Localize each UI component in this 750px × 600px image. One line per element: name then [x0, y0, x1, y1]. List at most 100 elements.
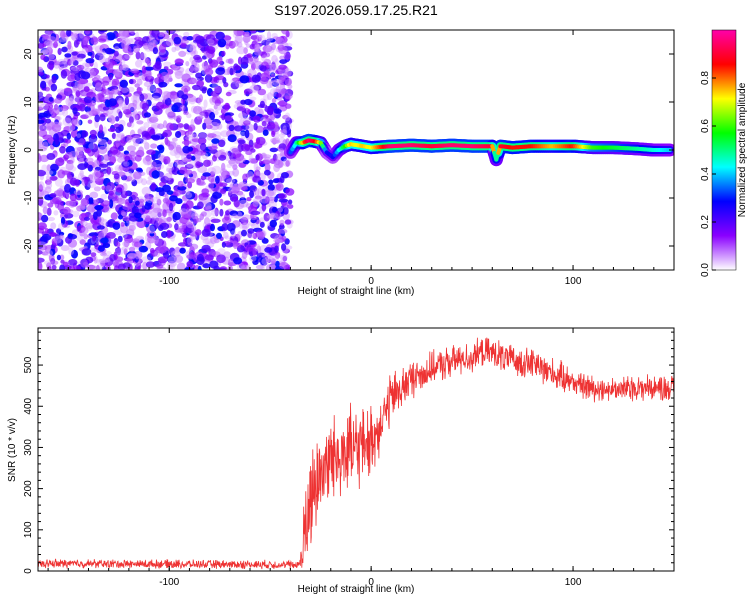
noise-blob — [158, 190, 165, 197]
noise-blob — [99, 259, 106, 268]
noise-blob — [262, 129, 269, 136]
noise-blob — [88, 232, 99, 237]
noise-blob — [277, 207, 283, 213]
noise-blob — [122, 186, 126, 195]
noise-blob — [184, 164, 194, 169]
noise-blob — [167, 111, 176, 120]
noise-blob — [259, 221, 265, 228]
noise-blob — [203, 117, 213, 125]
noise-blob — [261, 258, 270, 265]
noise-blob — [50, 232, 57, 238]
noise-blob — [62, 206, 71, 215]
noise-blob — [134, 212, 142, 219]
noise-blob — [56, 254, 62, 261]
noise-blob — [218, 154, 227, 161]
noise-blob — [224, 115, 233, 121]
noise-blob — [122, 240, 130, 247]
noise-blob — [276, 37, 285, 46]
noise-blob — [38, 71, 44, 76]
noise-blob — [106, 232, 116, 239]
noise-blob — [279, 55, 285, 60]
noise-blob — [86, 204, 96, 213]
noise-blob — [42, 42, 47, 48]
noise-blob — [280, 156, 287, 162]
noise-blob — [55, 107, 66, 116]
noise-blob — [98, 163, 109, 168]
noise-blob — [227, 188, 232, 194]
noise-blob — [140, 52, 147, 60]
noise-blob — [196, 218, 202, 223]
noise-blob — [252, 175, 261, 183]
noise-blob — [105, 251, 112, 257]
noise-blob — [237, 131, 247, 136]
noise-blob — [127, 86, 135, 93]
noise-blob — [108, 153, 116, 162]
noise-blob — [75, 89, 81, 98]
noise-blob — [181, 94, 189, 100]
noise-blob — [214, 75, 225, 81]
noise-blob — [240, 193, 245, 199]
noise-blob — [38, 222, 47, 230]
noise-blob — [120, 222, 125, 227]
noise-blob — [263, 70, 270, 77]
noise-blob — [171, 64, 181, 71]
noise-blob — [70, 155, 75, 165]
noise-blob — [243, 37, 250, 42]
noise-blob — [270, 258, 276, 264]
noise-blob — [270, 254, 280, 262]
noise-blob — [152, 47, 158, 55]
noise-blob — [166, 264, 174, 270]
noise-blob — [60, 30, 66, 39]
noise-blob — [184, 191, 193, 199]
noise-blob — [84, 106, 91, 113]
noise-blob — [174, 70, 184, 76]
noise-blob — [225, 178, 236, 184]
noise-blob — [179, 247, 186, 254]
noise-blob — [138, 245, 148, 253]
noise-blob — [106, 166, 112, 175]
noise-blob — [186, 154, 193, 160]
noise-blob — [109, 115, 116, 124]
noise-blob — [254, 43, 260, 52]
noise-blob — [250, 215, 258, 220]
noise-blob — [240, 56, 249, 65]
noise-blob — [81, 248, 92, 256]
noise-blob — [241, 222, 250, 229]
noise-blob — [212, 191, 222, 199]
noise-blob — [51, 238, 57, 246]
noise-blob — [284, 219, 292, 225]
noise-blob — [272, 178, 280, 184]
noise-blob — [267, 92, 273, 101]
noise-blob — [201, 188, 210, 195]
noise-blob — [212, 155, 217, 162]
noise-blob — [186, 236, 193, 246]
noise-blob — [205, 239, 210, 245]
noise-blob — [151, 92, 161, 99]
noise-blob — [133, 113, 139, 121]
noise-blob — [287, 199, 293, 205]
noise-blob — [282, 201, 289, 208]
noise-blob — [83, 96, 93, 104]
noise-blob — [60, 259, 65, 264]
colorbar-ticks: 0.0 0.2 0.4 0.6 0.8 — [700, 71, 716, 277]
noise-blob — [275, 93, 282, 98]
noise-blob — [97, 130, 105, 139]
noise-blob — [113, 173, 120, 180]
noise-blob — [168, 263, 175, 270]
noise-blob — [181, 140, 192, 145]
noise-blob — [249, 190, 255, 199]
noise-blob — [46, 41, 54, 46]
noise-blob — [38, 240, 42, 245]
noise-blob — [254, 49, 262, 56]
noise-blob — [245, 31, 250, 37]
noise-blob — [216, 254, 226, 264]
noise-blob — [141, 256, 152, 263]
noise-blob — [198, 115, 204, 120]
heatmap-ytick-label: -20 — [23, 238, 34, 253]
noise-blob — [106, 112, 114, 118]
noise-blob — [115, 178, 120, 185]
noise-blob — [127, 252, 138, 260]
noise-blob — [87, 119, 93, 124]
noise-blob — [61, 46, 68, 53]
